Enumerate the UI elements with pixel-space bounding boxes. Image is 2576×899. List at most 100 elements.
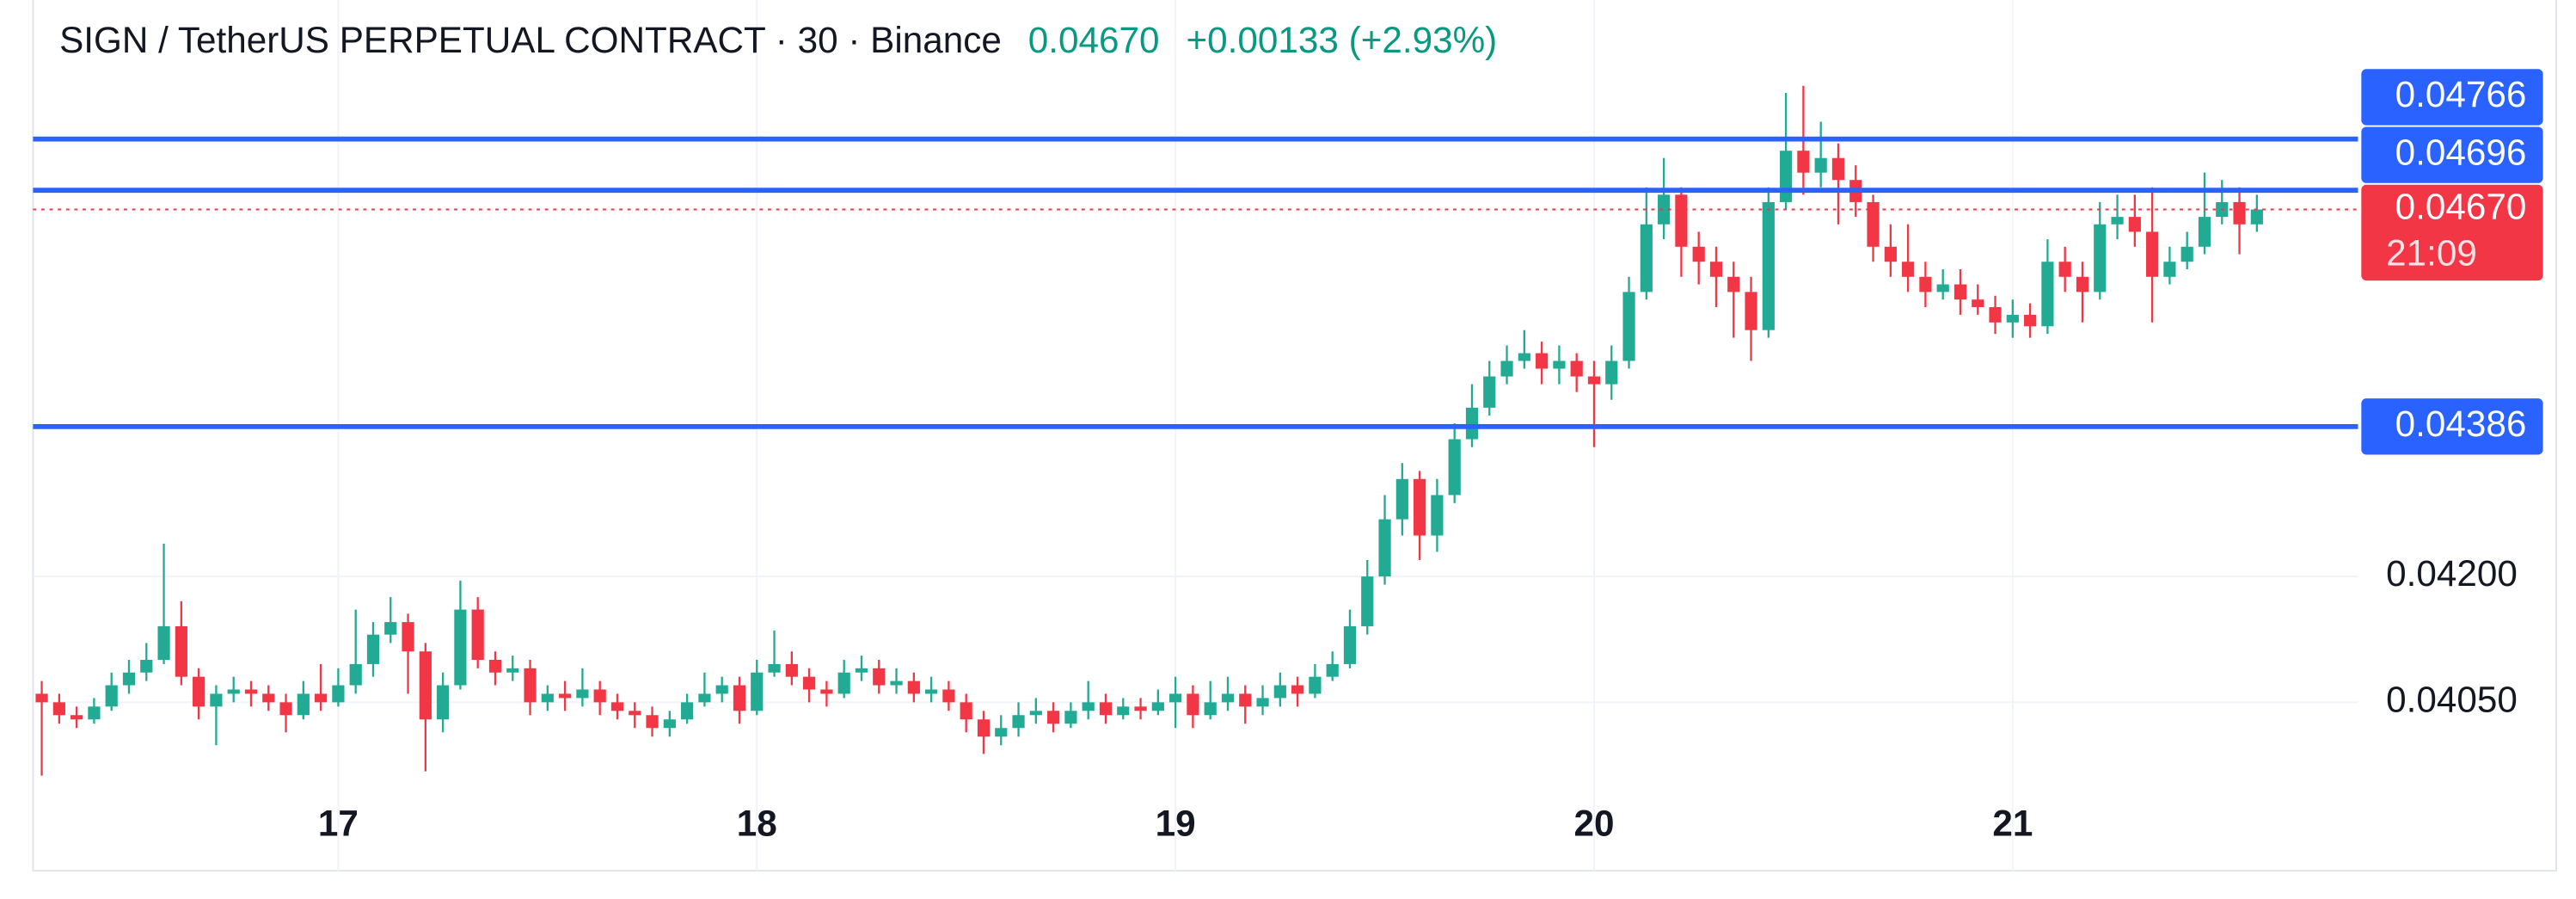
candle-body bbox=[995, 728, 1008, 737]
candle-body bbox=[1291, 685, 1304, 694]
candle-body bbox=[1483, 376, 1496, 408]
candle-body bbox=[419, 651, 432, 720]
candle-body bbox=[698, 693, 711, 703]
candle-body bbox=[2250, 209, 2263, 225]
candle-body bbox=[454, 609, 467, 686]
candle-body bbox=[977, 719, 991, 737]
level-price-label: 0.04696 bbox=[2395, 132, 2527, 172]
candle-body bbox=[785, 663, 798, 677]
candle-body bbox=[1431, 495, 1444, 536]
candle-body bbox=[244, 689, 258, 694]
level-price-box bbox=[2361, 398, 2543, 455]
candle-body bbox=[1326, 663, 1339, 677]
candle-body bbox=[332, 685, 345, 703]
candle-body bbox=[1273, 685, 1286, 699]
candle-body bbox=[1221, 693, 1235, 703]
candle-body bbox=[2076, 276, 2089, 292]
candles bbox=[35, 85, 2263, 776]
candle-body bbox=[733, 685, 746, 711]
x-tick-label: 21 bbox=[1992, 803, 2033, 843]
candle-body bbox=[803, 676, 816, 690]
candle-body bbox=[1134, 706, 1147, 711]
candle-body bbox=[541, 693, 554, 703]
candle-body bbox=[907, 680, 920, 694]
candle-body bbox=[2006, 314, 2019, 323]
candle-body bbox=[71, 715, 83, 720]
candle-body bbox=[610, 702, 624, 711]
candle-body bbox=[315, 693, 328, 703]
candle-body bbox=[297, 693, 310, 716]
candle-body bbox=[1361, 576, 1374, 626]
candle-body bbox=[576, 689, 589, 699]
y-tick-label: 0.04200 bbox=[2386, 553, 2518, 594]
level-price-box bbox=[2361, 126, 2543, 183]
candle-body bbox=[890, 680, 903, 686]
candle-body bbox=[873, 668, 886, 686]
candle-body bbox=[646, 715, 659, 729]
candle-body bbox=[1012, 715, 1025, 729]
candle-body bbox=[1465, 407, 1479, 440]
last-price: 0.04670 bbox=[1028, 20, 1160, 60]
candle-body bbox=[88, 706, 101, 720]
candle-body bbox=[1395, 478, 1408, 520]
candle-body bbox=[1553, 360, 1566, 369]
level-price-box bbox=[2361, 69, 2543, 126]
candle-body bbox=[1658, 194, 1671, 225]
candle-body bbox=[175, 625, 187, 677]
candle-body bbox=[1518, 353, 1530, 361]
candle-body bbox=[2163, 262, 2176, 277]
candle-body bbox=[855, 668, 868, 673]
candle-body bbox=[1099, 702, 1113, 716]
candle-body bbox=[2128, 217, 2141, 232]
grid bbox=[33, 0, 2358, 871]
level-price-label: 0.04386 bbox=[2395, 403, 2527, 444]
candle-body bbox=[1709, 262, 1723, 277]
price-change: +0.00133 (+2.93%) bbox=[1187, 20, 1498, 60]
candle-body bbox=[1256, 698, 1269, 707]
candle-body bbox=[1640, 224, 1653, 292]
candle-body bbox=[1972, 299, 1984, 308]
candle-body bbox=[681, 702, 694, 720]
candle-body bbox=[2094, 224, 2107, 292]
overlay: 0.04200 0.04050 17 18 19 20 21 0.04386 0.04670 21… bbox=[33, 69, 2543, 843]
candle-body bbox=[1239, 693, 1252, 707]
candle-body bbox=[1762, 201, 1775, 330]
candle-body bbox=[1692, 246, 1705, 262]
candle-body bbox=[1378, 519, 1391, 577]
candle-body bbox=[1780, 151, 1793, 202]
candle-body bbox=[593, 689, 606, 703]
x-tick-label: 18 bbox=[737, 803, 777, 843]
candle-body bbox=[384, 622, 397, 635]
candle-body bbox=[925, 689, 938, 694]
candle-body bbox=[1309, 676, 1322, 694]
candle-body bbox=[193, 676, 205, 707]
candle-body bbox=[105, 685, 118, 707]
chart-title: SIGN / TetherUS PERPETUAL CONTRACT · 30 … bbox=[59, 20, 1002, 60]
candle-body bbox=[52, 702, 65, 716]
candle-body bbox=[768, 663, 781, 673]
candle-body bbox=[2180, 246, 2193, 262]
candle-body bbox=[2024, 314, 2037, 327]
x-tick-label: 20 bbox=[1573, 803, 1614, 843]
candle-body bbox=[524, 668, 537, 703]
candle-body bbox=[2111, 217, 2124, 225]
candle-body bbox=[1151, 702, 1164, 711]
candle-body bbox=[1169, 693, 1182, 703]
candle-body bbox=[506, 668, 519, 673]
candle-body bbox=[1500, 360, 1513, 377]
candle-body bbox=[820, 689, 833, 694]
x-tick-label: 17 bbox=[318, 803, 359, 843]
candle-body bbox=[1797, 151, 1810, 173]
chart-frame bbox=[32, 0, 2557, 872]
candle-body bbox=[1675, 194, 1688, 247]
candle-body bbox=[1448, 439, 1461, 496]
candle-body bbox=[227, 689, 240, 694]
level-price-label: 0.04766 bbox=[2395, 74, 2527, 114]
candle-body bbox=[2233, 201, 2246, 225]
candle-body bbox=[1831, 157, 1845, 181]
candle-body bbox=[2146, 231, 2159, 277]
candle-body bbox=[402, 622, 414, 652]
countdown-label: 21:09 bbox=[2386, 232, 2477, 273]
